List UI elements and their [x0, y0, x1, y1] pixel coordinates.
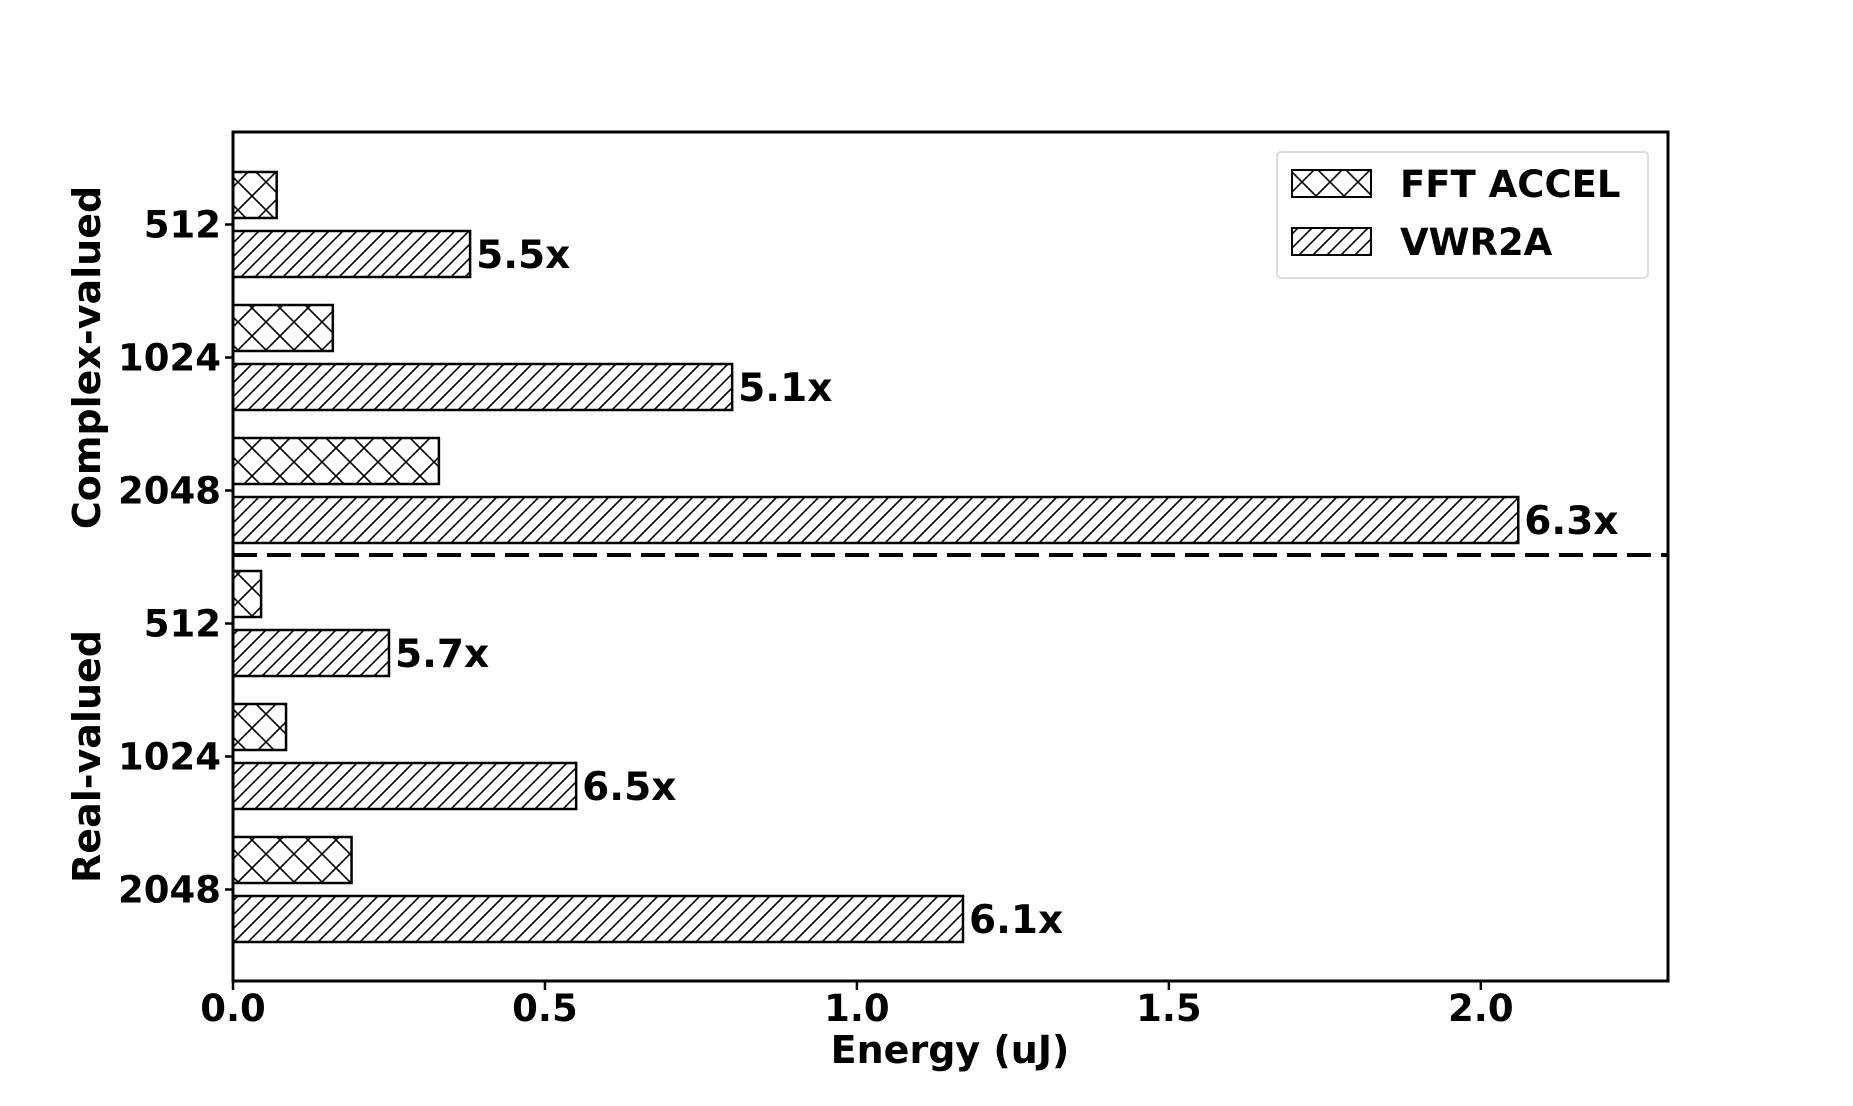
bar-fft-accel-real-valued-2048	[231, 835, 353, 885]
bar-fft-accel-complex-valued-2048	[231, 436, 441, 486]
bar-annotation-complex-valued-2048: 6.3x	[1524, 499, 1618, 544]
x-tick-label: 0.5	[512, 987, 578, 1030]
bar-fft-accel-complex-valued-512	[231, 170, 278, 220]
x-tick-label: 1.0	[824, 987, 890, 1030]
bar-vwr2a-real-valued-2048	[231, 894, 965, 944]
x-axis-label: Energy (uJ)	[831, 1028, 1070, 1072]
bars-layer	[231, 170, 1520, 944]
x-tick-label: 1.5	[1136, 987, 1202, 1030]
bar-fft-accel-real-valued-512	[231, 569, 263, 619]
legend-swatch-fft-accel	[1291, 169, 1372, 198]
legend-swatch-vwr2a	[1291, 227, 1372, 256]
bar-annotation-real-valued-1024: 6.5x	[582, 765, 676, 810]
y-tick-label: 1024	[118, 736, 221, 779]
legend: FFT ACCEL VWR2A	[1276, 151, 1649, 279]
bar-fft-accel-real-valued-1024	[231, 702, 288, 752]
y-tick-label: 2048	[118, 869, 221, 912]
x-axis: 0.0 0.5 1.0 1.5 2.0	[200, 981, 1514, 1030]
bar-annotation-complex-valued-1024: 5.1x	[738, 366, 832, 411]
bar-vwr2a-real-valued-512	[231, 628, 391, 678]
y-tick-label: 1024	[118, 337, 221, 380]
bar-vwr2a-complex-valued-512	[231, 229, 472, 279]
legend-label-fft-accel: FFT ACCEL	[1400, 163, 1620, 206]
x-tick-label: 0.0	[200, 987, 266, 1030]
bar-labels-layer: 5.5x 5.1x 6.3x 5.7x 6.5x 6.1x	[395, 233, 1619, 943]
group-label-real-valued: Real-valued	[65, 630, 109, 883]
bar-vwr2a-complex-valued-2048	[231, 495, 1520, 545]
bar-annotation-complex-valued-512: 5.5x	[476, 233, 570, 278]
bar-fft-accel-complex-valued-1024	[231, 303, 335, 353]
bar-annotation-real-valued-2048: 6.1x	[969, 898, 1063, 943]
group-label-complex-valued: Complex-valued	[65, 186, 109, 529]
y-axis: 51210242048Complex-valued51210242048Real…	[65, 186, 233, 912]
x-tick-label: 2.0	[1448, 987, 1514, 1030]
bar-annotation-real-valued-512: 5.7x	[395, 632, 489, 677]
bar-vwr2a-real-valued-1024	[231, 761, 578, 811]
legend-label-vwr2a: VWR2A	[1400, 221, 1553, 264]
y-tick-label: 512	[144, 204, 221, 247]
bar-vwr2a-complex-valued-1024	[231, 362, 734, 412]
y-tick-label: 2048	[118, 470, 221, 513]
plot-frame	[231, 130, 1670, 983]
y-tick-label: 512	[144, 603, 221, 646]
